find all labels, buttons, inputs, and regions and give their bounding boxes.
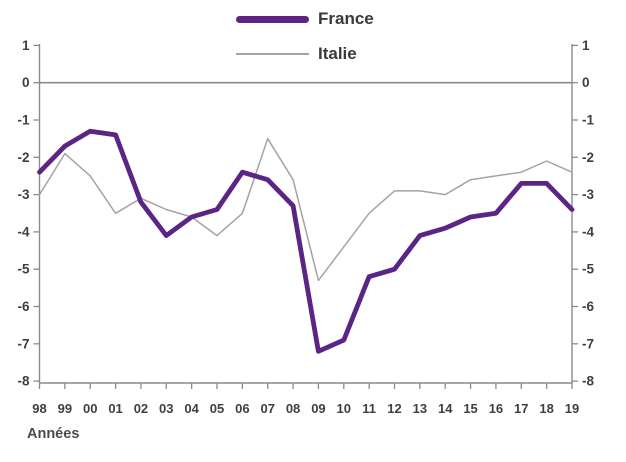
y-tick-label-left: -4 <box>17 224 29 239</box>
x-tick-label: 14 <box>438 401 453 416</box>
y-tick-label-right: -7 <box>582 336 594 351</box>
axes <box>38 44 573 384</box>
y-axis-labels: 1 1 0 0 -1 -1 -2 -2 -3 -3 -4 -4 -5 -5 -6 -6 -7 -7 -8 -8 <box>17 38 594 389</box>
x-axis-ticks <box>38 383 573 389</box>
x-tick-label: 98 <box>32 401 46 416</box>
series-line-france <box>37 128 575 354</box>
y-tick-label-right: 1 <box>582 38 590 53</box>
x-tick-label: 00 <box>83 401 97 416</box>
x-tick-label: 07 <box>260 401 274 416</box>
y-tick-label-left: -1 <box>17 113 29 128</box>
x-tick-label: 17 <box>514 401 528 416</box>
x-tick-label: 15 <box>463 401 477 416</box>
y-tick-label-right: -3 <box>582 187 594 202</box>
legend-item-italie: Italie <box>236 43 374 65</box>
x-tick-label: 02 <box>134 401 148 416</box>
chart-legend: France Italie <box>236 8 374 65</box>
legend-label-france: France <box>318 9 374 28</box>
y-tick-label-left: 1 <box>22 38 30 53</box>
y-tick-label-right: -5 <box>582 262 594 277</box>
y-tick-label-left: 0 <box>22 75 30 90</box>
x-tick-label: 06 <box>235 401 249 416</box>
y-tick-label-left: -3 <box>17 187 29 202</box>
x-tick-label: 12 <box>387 401 401 416</box>
x-tick-label: 11 <box>362 401 376 416</box>
x-tick-label: 99 <box>58 401 72 416</box>
x-tick-label: 19 <box>565 401 579 416</box>
italie-line-swatch <box>236 53 309 55</box>
series-line-italie <box>38 137 573 282</box>
x-tick-label: 09 <box>311 401 325 416</box>
y-tick-label-right: -6 <box>582 299 594 314</box>
x-tick-label: 18 <box>539 401 553 416</box>
y-tick-label-right: -4 <box>582 224 594 239</box>
y-tick-label-right: 0 <box>582 75 590 90</box>
y-tick-label-left: -5 <box>17 262 29 277</box>
x-tick-label: 13 <box>413 401 427 416</box>
x-tick-label: 01 <box>108 401 122 416</box>
y-tick-label-right: -2 <box>582 150 594 165</box>
y-tick-label-left: -7 <box>17 336 29 351</box>
y-tick-label-right: -8 <box>582 374 594 389</box>
france-line-swatch <box>236 15 309 23</box>
x-tick-label: 05 <box>210 401 224 416</box>
y-tick-label-left: -8 <box>17 374 29 389</box>
x-tick-label: 08 <box>286 401 300 416</box>
x-axis-title: Années <box>27 426 80 442</box>
x-tick-label: 04 <box>184 401 199 416</box>
x-tick-label: 03 <box>159 401 173 416</box>
legend-item-france: France <box>236 8 374 30</box>
y-tick-label-right: -1 <box>582 113 594 128</box>
x-axis-labels: 98 99 00 01 02 03 04 05 06 07 08 09 10 11 12 13 14 15 16 17… <box>32 401 579 416</box>
y-tick-label-left: -6 <box>17 299 29 314</box>
x-tick-label: 16 <box>489 401 503 416</box>
legend-label-italie: Italie <box>318 44 357 63</box>
x-tick-label: 10 <box>337 401 351 416</box>
y-axis-ticks <box>33 44 578 382</box>
y-tick-label-left: -2 <box>17 150 29 165</box>
